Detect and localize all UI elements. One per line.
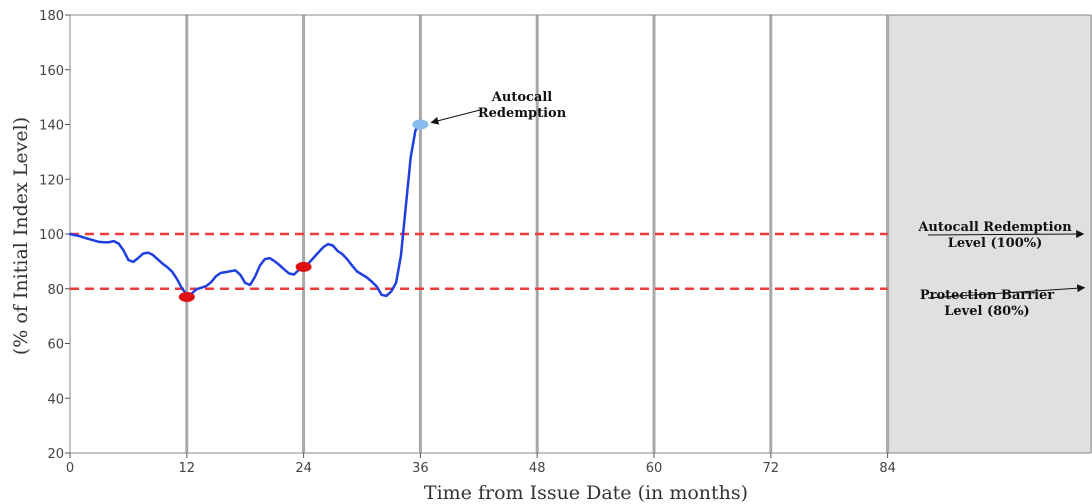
- y-tick-label: 80: [47, 283, 64, 298]
- observation-marker: [412, 119, 429, 130]
- annotation-protection-barrier-line: Level (80%): [944, 304, 1029, 319]
- annotation-autocall-level-line: Level (100%): [948, 236, 1043, 251]
- y-tick-label: 180: [39, 9, 64, 24]
- x-tick-label: 24: [295, 461, 312, 476]
- x-tick-label: 72: [763, 461, 780, 476]
- y-tick-label: 60: [47, 338, 64, 353]
- x-tick-label: 0: [66, 461, 74, 476]
- x-tick-label: 84: [879, 461, 896, 476]
- y-tick-label: 120: [39, 173, 64, 188]
- y-tick-label: 100: [39, 228, 64, 243]
- annotation-autocall-redemption-line: Redemption: [478, 106, 567, 121]
- y-tick-label: 160: [39, 64, 64, 79]
- observation-marker: [295, 261, 312, 272]
- x-axis-title: Time from Issue Date (in months): [424, 482, 748, 504]
- y-tick-label: 20: [47, 447, 64, 462]
- y-tick-label: 40: [47, 392, 64, 407]
- annotation-autocall-redemption-line: Autocall: [491, 90, 552, 105]
- arrow-protection-barrier: [927, 284, 1086, 299]
- y-axis-title: (% of Initial Index Level): [10, 117, 32, 355]
- x-tick-label: 48: [529, 461, 546, 476]
- annotation-autocall-redemption: Autocall Redemption: [478, 90, 567, 121]
- index-series-line: [68, 123, 422, 298]
- observation-marker: [178, 291, 195, 302]
- x-tick-label: 12: [179, 461, 196, 476]
- annotation-autocall-level-line: Autocall Redemption: [917, 220, 1072, 235]
- annotation-protection-barrier-line: Protection Barrier: [920, 288, 1054, 303]
- y-tick-label: 140: [39, 119, 64, 134]
- x-tick-label: 60: [646, 461, 663, 476]
- arrow-autocall-level: [927, 230, 1085, 239]
- x-tick-label: 36: [412, 461, 429, 476]
- arrow-autocall-redemption: [430, 109, 481, 125]
- annotation-autocall-level: Autocall Redemption Level (100%): [917, 220, 1072, 251]
